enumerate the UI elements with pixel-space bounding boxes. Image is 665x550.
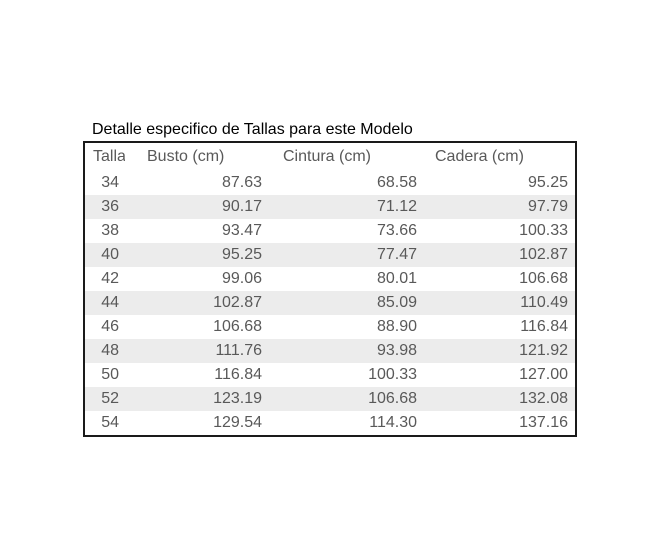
table-row-talla-46: 46 106.68 88.90 116.84: [85, 315, 575, 339]
busto-cell: 90.17: [221, 198, 262, 215]
table-row-talla-50: 50 116.84 100.33 127.00: [85, 363, 575, 387]
talla-cell: 40: [101, 246, 119, 263]
busto-cell: 93.47: [221, 222, 262, 239]
column-header-talla: Talla: [93, 148, 125, 165]
header-row: Talla Busto (cm) Cintura (cm) Cadera (cm): [85, 143, 575, 171]
table-row-talla-54: 54 129.54 114.30 137.16: [85, 411, 575, 435]
cintura-cell: 85.09: [376, 294, 417, 311]
cintura-cell: 77.47: [376, 246, 417, 263]
table-row-talla-40: 40 95.25 77.47 102.87: [85, 243, 575, 267]
cintura-cell: 71.12: [376, 198, 417, 215]
cadera-cell: 121.92: [519, 342, 568, 359]
table-row-talla-44: 44 102.87 85.09 110.49: [85, 291, 575, 315]
table-row-talla-34: 34 87.63 68.58 95.25: [85, 171, 575, 195]
cadera-cell: 95.25: [527, 174, 568, 191]
busto-cell: 95.25: [221, 246, 262, 263]
cintura-cell: 114.30: [369, 414, 417, 431]
cadera-cell: 116.84: [520, 318, 568, 335]
talla-cell: 34: [101, 174, 119, 191]
busto-cell: 116.84: [214, 366, 262, 383]
cintura-cell: 106.68: [368, 390, 417, 407]
talla-cell: 48: [101, 342, 119, 359]
busto-cell: 123.19: [213, 390, 262, 407]
table-row-talla-52: 52 123.19 106.68 132.08: [85, 387, 575, 411]
talla-cell: 42: [101, 270, 119, 287]
sizes-table: Talla Busto (cm) Cintura (cm) Cadera (cm) 3…: [83, 141, 577, 437]
talla-cell: 38: [101, 222, 119, 239]
cadera-cell: 97.79: [527, 198, 568, 215]
busto-cell: 111.76: [215, 342, 262, 359]
table-row-talla-48: 48 111.76 93.98 121.92: [85, 339, 575, 363]
cintura-cell: 73.66: [376, 222, 417, 239]
column-header-cadera-cm: Cadera (cm): [435, 148, 524, 165]
cintura-cell: 88.90: [376, 318, 417, 335]
busto-cell: 102.87: [213, 294, 262, 311]
cadera-cell: 137.16: [519, 414, 568, 431]
cintura-cell: 100.33: [368, 366, 417, 383]
column-header-cintura-cm: Cintura (cm): [283, 148, 372, 165]
busto-cell: 106.68: [213, 318, 262, 335]
cadera-cell: 100.33: [519, 222, 568, 239]
busto-cell: 87.63: [221, 174, 262, 191]
talla-cell: 36: [101, 198, 119, 215]
cadera-cell: 132.08: [519, 390, 568, 407]
talla-cell: 52: [101, 390, 119, 407]
talla-cell: 44: [101, 294, 119, 311]
cadera-cell: 127.00: [519, 366, 568, 383]
table-title: Detalle especifico de Tallas para este M…: [92, 121, 413, 138]
table-body: 34 87.63 68.58 95.25 36 90.17 71.12 97.79 38 93.4…: [85, 171, 575, 435]
cintura-cell: 93.98: [376, 342, 417, 359]
talla-cell: 50: [101, 366, 119, 383]
talla-cell: 54: [101, 414, 119, 431]
table-row-talla-38: 38 93.47 73.66 100.33: [85, 219, 575, 243]
table-header: Talla Busto (cm) Cintura (cm) Cadera (cm): [85, 143, 575, 171]
table-row-talla-42: 42 99.06 80.01 106.68: [85, 267, 575, 291]
cadera-cell: 110.49: [520, 294, 568, 311]
talla-cell: 46: [101, 318, 119, 335]
cadera-cell: 106.68: [519, 270, 568, 287]
cintura-cell: 68.58: [376, 174, 417, 191]
table-row-talla-36: 36 90.17 71.12 97.79: [85, 195, 575, 219]
cintura-cell: 80.01: [376, 270, 417, 287]
busto-cell: 99.06: [221, 270, 262, 287]
cadera-cell: 102.87: [519, 246, 568, 263]
column-header-busto-cm: Busto (cm): [147, 148, 225, 165]
busto-cell: 129.54: [213, 414, 262, 431]
